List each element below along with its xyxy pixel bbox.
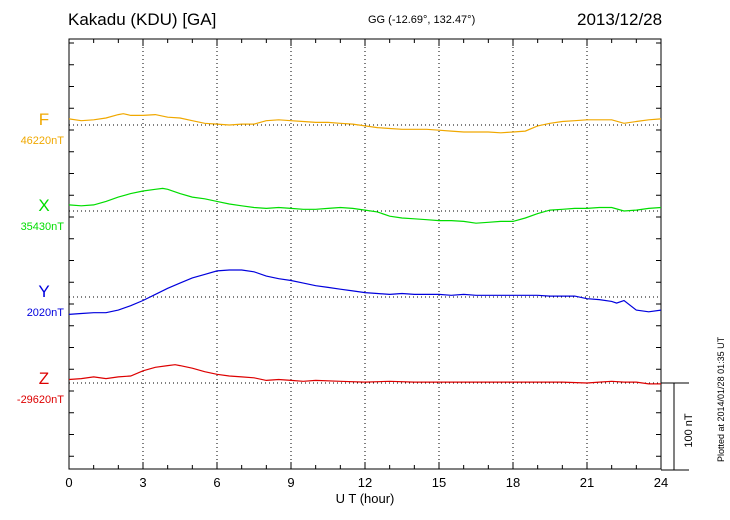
- series-baseline-f: 46220nT: [21, 135, 65, 147]
- series-baseline-z: -29620nT: [17, 394, 64, 406]
- series-name-x: X: [38, 196, 49, 215]
- x-tick-label: 6: [213, 475, 220, 490]
- x-tick-label: 21: [580, 475, 594, 490]
- x-tick-label: 18: [506, 475, 520, 490]
- station-title: Kakadu (KDU) [GA]: [68, 10, 217, 29]
- x-tick-label: 0: [65, 475, 72, 490]
- series-name-f: F: [39, 110, 49, 129]
- series-baseline-x: 35430nT: [21, 221, 65, 233]
- series-line-y: [68, 269, 662, 315]
- series-line-f: [68, 113, 662, 134]
- x-tick-label: 9: [287, 475, 294, 490]
- series-line-z: [68, 364, 661, 385]
- scale-bar-label: 100 nT: [683, 413, 695, 448]
- x-tick-label: 24: [654, 475, 668, 490]
- series-baseline-y: 2020nT: [27, 307, 65, 319]
- x-axis-label: U T (hour): [336, 491, 395, 506]
- series-line-x: [68, 187, 662, 224]
- x-tick-label: 12: [358, 475, 372, 490]
- coordinates-label: GG (-12.69°, 132.47°): [368, 14, 476, 26]
- x-tick-label: 15: [432, 475, 446, 490]
- series-name-y: Y: [38, 282, 49, 301]
- date-label: 2013/12/28: [577, 10, 663, 29]
- series-name-z: Z: [39, 369, 49, 388]
- x-tick-label: 3: [139, 475, 146, 490]
